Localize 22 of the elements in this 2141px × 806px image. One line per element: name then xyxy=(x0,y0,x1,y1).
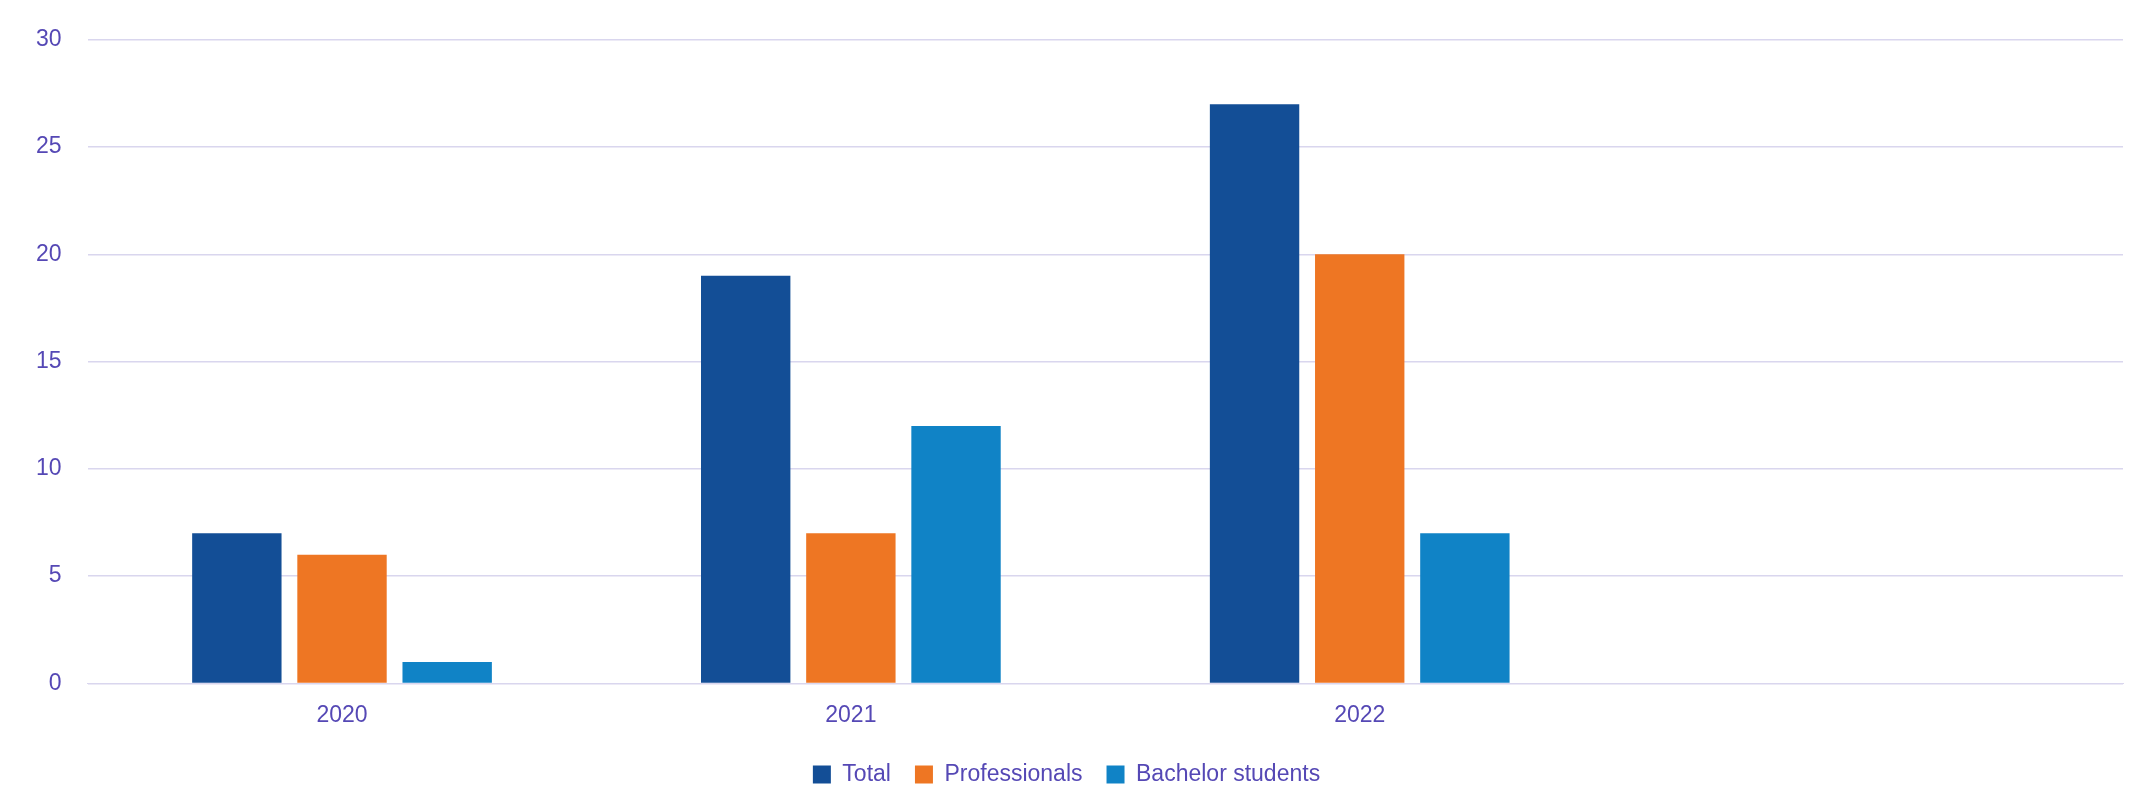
y-tick-label: 15 xyxy=(35,346,62,373)
bar xyxy=(1209,104,1300,683)
x-tick-label: 2020 xyxy=(316,700,368,727)
y-tick-label: 30 xyxy=(35,25,62,52)
x-tick-label: 2022 xyxy=(1334,700,1386,727)
y-tick-label: 10 xyxy=(35,454,62,481)
x-tick-label: 2021 xyxy=(825,700,877,727)
legend-label: Bachelor students xyxy=(1136,759,1321,786)
y-tick-label: 5 xyxy=(48,561,62,588)
bar xyxy=(1420,533,1510,683)
bar xyxy=(192,533,282,683)
bar xyxy=(297,554,387,683)
bar xyxy=(806,533,896,683)
bar xyxy=(911,425,1001,683)
y-tick-label: 25 xyxy=(35,132,62,159)
legend-label: Professionals xyxy=(944,759,1083,786)
y-tick-label: 20 xyxy=(35,239,62,266)
bar xyxy=(1315,254,1405,683)
bar xyxy=(701,275,791,683)
y-tick-label: 0 xyxy=(48,668,62,695)
legend-label: Total xyxy=(842,759,891,786)
bar xyxy=(402,661,492,683)
